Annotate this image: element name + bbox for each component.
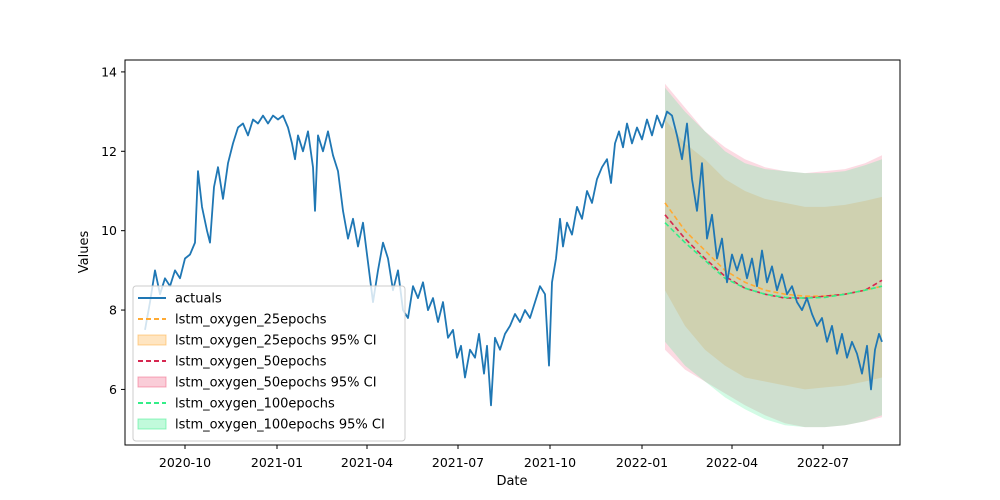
legend-label: lstm_oxygen_25epochs 95% CI (175, 334, 377, 349)
actuals-line (144, 110, 883, 407)
ci-band-1 (665, 119, 882, 390)
y-tick-label: 10 (101, 223, 117, 238)
x-tick-label: 2021-10 (524, 455, 576, 470)
actuals-line-layer (144, 110, 883, 407)
legend-label: actuals (175, 292, 222, 307)
x-tick-label: 2022-04 (706, 455, 758, 470)
forecast-line-2 (664, 214, 883, 299)
y-tick-label: 14 (101, 64, 117, 79)
legend-label: lstm_oxygen_100epochs (175, 397, 335, 412)
x-axis: 2020-10 2021-01 2021-04 2021-07 2021-10 2022-… (159, 445, 849, 470)
legend-label: lstm_oxygen_50epochs (175, 355, 327, 370)
legend-box (132, 285, 406, 442)
x-tick-label: 2021-07 (432, 455, 484, 470)
x-axis-label: Date (496, 474, 527, 489)
legend-swatch (137, 418, 167, 430)
y-tick-label: 8 (109, 303, 117, 318)
y-axis-label: Values (77, 231, 92, 274)
legend-swatch (137, 376, 167, 388)
plot-area-frame (124, 59, 901, 446)
x-tick-label: 2022-07 (797, 455, 849, 470)
x-tick-label: 2020-10 (159, 455, 211, 470)
legend: actuals lstm_oxygen_25epochs lstm_oxygen_2… (132, 285, 406, 442)
legend-swatch (137, 334, 167, 346)
forecast-line-layer (664, 202, 883, 299)
x-tick-label: 2022-01 (616, 455, 668, 470)
x-tick-label: 2021-01 (251, 455, 303, 470)
legend-label: lstm_oxygen_50epochs 95% CI (175, 376, 377, 391)
y-tick-label: 12 (101, 144, 117, 159)
x-tick-label: 2021-04 (341, 455, 393, 470)
y-axis: 6 8 10 12 14 (101, 64, 125, 397)
y-tick-label: 6 (109, 382, 117, 397)
forecast-line-3 (664, 222, 883, 299)
legend-label: lstm_oxygen_25epochs (175, 313, 327, 328)
legend-label: lstm_oxygen_100epochs 95% CI (175, 418, 385, 433)
